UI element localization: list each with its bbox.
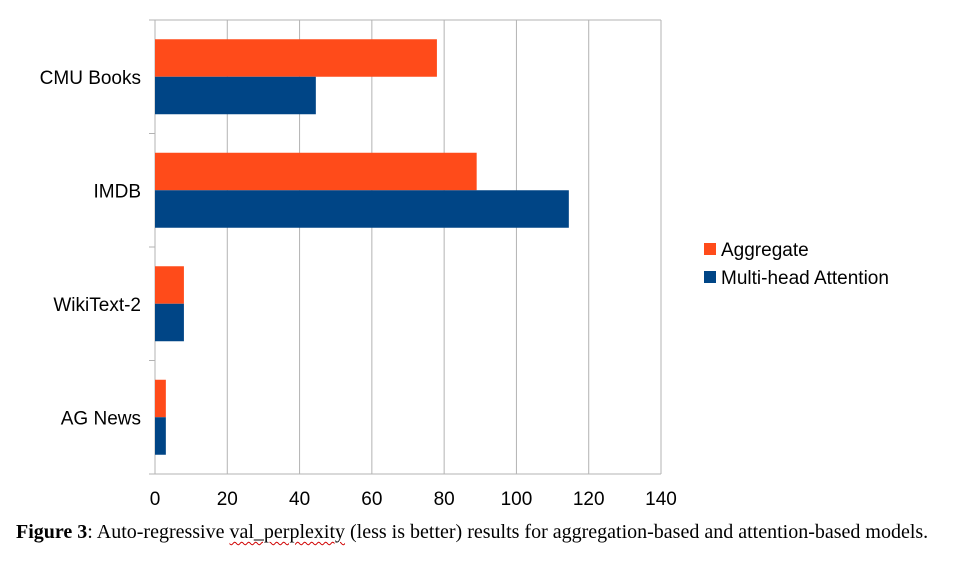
legend-label: Multi-head Attention — [721, 268, 889, 289]
category-label: AG News — [61, 408, 141, 429]
bar — [155, 266, 184, 304]
bar — [155, 39, 437, 77]
x-tick-label: 40 — [289, 489, 310, 510]
caption-text-after: (less is better) results for aggregation… — [345, 521, 929, 543]
legend-label: Aggregate — [721, 240, 809, 261]
x-tick-label: 140 — [645, 489, 677, 510]
legend-swatch — [704, 271, 716, 283]
category-label: CMU Books — [40, 68, 141, 89]
bar — [155, 303, 184, 342]
figure-caption: Figure 3: Auto-regressive val_perplexity… — [16, 520, 961, 544]
category-labels: CMU Books IMDB WikiText-2 AG News — [40, 68, 141, 430]
x-tick-label: 20 — [217, 489, 238, 510]
category-label: WikiText-2 — [53, 295, 141, 316]
x-tick-label: 80 — [434, 489, 455, 510]
bar — [155, 152, 477, 191]
x-tick-label: 60 — [361, 489, 382, 510]
bar — [155, 379, 166, 418]
bar — [155, 190, 569, 228]
legend-swatch — [704, 243, 716, 255]
legend: Aggregate Multi-head Attention — [704, 240, 889, 289]
bars — [155, 39, 569, 455]
bar — [155, 417, 166, 455]
category-label: IMDB — [94, 181, 142, 202]
caption-flagged-word: val_perplexity — [229, 521, 346, 543]
caption-figure-label: Figure 3 — [16, 521, 88, 543]
x-tick-label: 120 — [573, 489, 605, 510]
x-tick-labels: 0 20 40 60 80 100 120 140 — [150, 489, 677, 510]
x-tick-label: 0 — [150, 489, 161, 510]
bar — [155, 76, 316, 115]
caption-text-before: : Auto-regressive — [87, 521, 230, 543]
x-tick-label: 100 — [501, 489, 533, 510]
bar-chart: 0 20 40 60 80 100 120 140 CMU Books IMDB WikiText… — [40, 19, 889, 510]
